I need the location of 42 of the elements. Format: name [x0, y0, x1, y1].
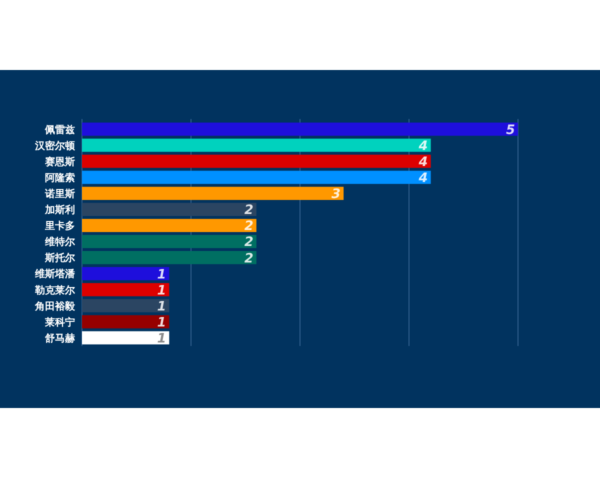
bar — [82, 170, 431, 184]
y-tick-label: 莱科宁 — [44, 316, 75, 328]
data-label: 4 — [418, 171, 428, 186]
data-label: 2 — [244, 251, 254, 266]
bar — [82, 283, 170, 296]
data-label: 2 — [244, 203, 254, 218]
bar — [82, 315, 170, 328]
bar — [82, 154, 431, 168]
bar — [82, 186, 344, 200]
data-label: 1 — [157, 315, 166, 330]
data-label: 4 — [418, 154, 428, 170]
data-label: 1 — [157, 283, 166, 298]
y-tick-label: 勒克莱尔 — [34, 284, 76, 296]
y-tick-label: 斯托尔 — [44, 252, 76, 264]
y-tick-label: 加斯利 — [44, 204, 75, 216]
bar — [82, 202, 256, 216]
bar — [82, 234, 256, 248]
y-tick-label: 角田裕毅 — [34, 300, 76, 312]
bar — [82, 138, 431, 152]
data-label: 1 — [157, 267, 166, 282]
data-label: 1 — [157, 299, 166, 314]
bar — [82, 331, 170, 344]
y-tick-label: 赛恩斯 — [44, 156, 75, 168]
y-tick-label: 阿隆索 — [45, 172, 75, 184]
data-label: 2 — [244, 219, 254, 234]
bar — [82, 299, 170, 312]
data-label: 5 — [506, 122, 515, 138]
data-label: 3 — [332, 187, 341, 202]
y-tick-label: 里卡多 — [44, 220, 75, 232]
y-tick-label: 维特尔 — [44, 236, 76, 248]
bar — [82, 218, 256, 232]
y-tick-label: 维斯塔潘 — [34, 268, 76, 280]
data-label: 1 — [157, 331, 166, 346]
data-label: 4 — [418, 138, 428, 154]
y-tick-label: 舒马赫 — [44, 332, 75, 344]
bar — [82, 250, 256, 264]
y-tick-label: 佩雷兹 — [44, 124, 75, 136]
data-label: 2 — [244, 235, 254, 250]
y-tick-label: 汉密尔顿 — [34, 140, 76, 152]
bar — [82, 122, 518, 136]
y-tick-label: 诺里斯 — [44, 188, 75, 200]
bar — [82, 267, 170, 280]
